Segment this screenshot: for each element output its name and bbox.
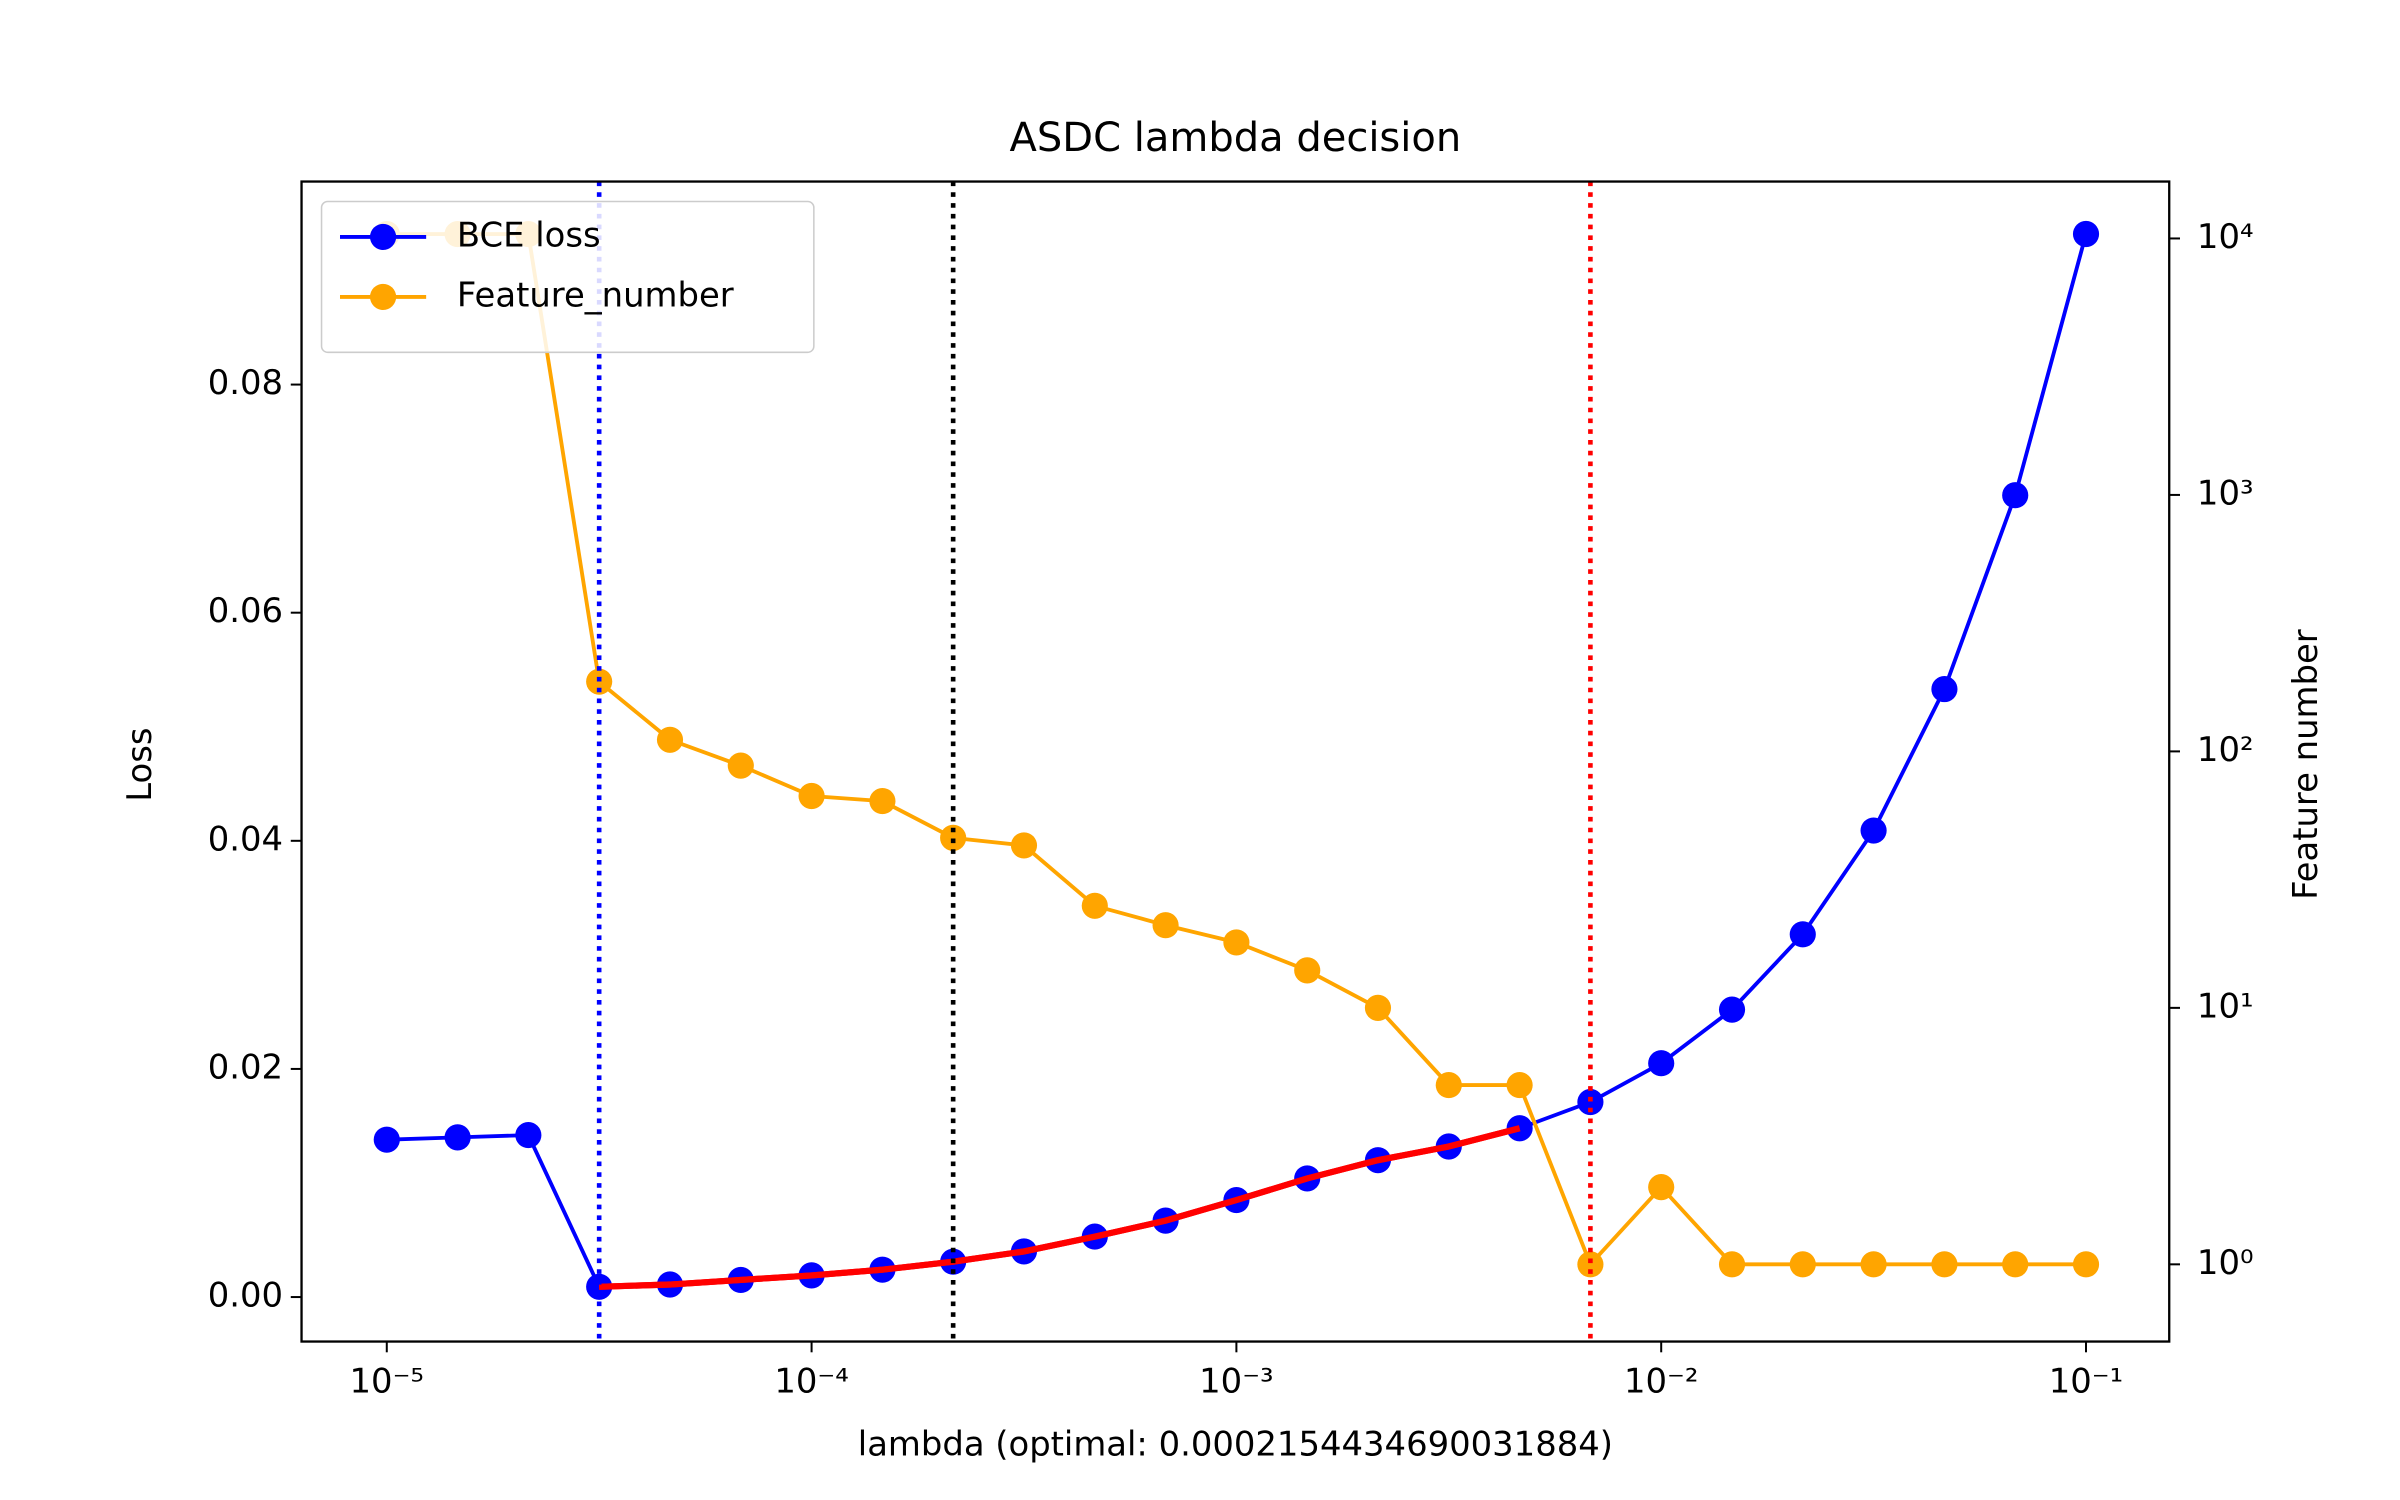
- y2-tick-label: 10⁰: [2197, 1243, 2254, 1282]
- data-point: [1506, 1071, 1533, 1099]
- data-point: [1152, 912, 1179, 939]
- chart-title: ASDC lambda decision: [1010, 115, 1462, 161]
- legend-box: [320, 200, 815, 354]
- data-point: [2072, 1251, 2100, 1278]
- y-axis-label: Loss: [120, 728, 159, 802]
- data-point: [1648, 1050, 1675, 1077]
- data-point: [1718, 996, 1746, 1023]
- plot-frame: [300, 180, 2171, 1343]
- legend-label: Feature_number: [457, 275, 734, 314]
- data-point: [798, 782, 825, 810]
- x-tick-label: 10⁻²: [1624, 1362, 1698, 1401]
- legend-marker: [370, 283, 397, 310]
- x-tick-label: 10⁻¹: [2049, 1362, 2123, 1401]
- data-point: [1081, 892, 1108, 919]
- data-point: [2002, 482, 2029, 509]
- data-point: [1364, 994, 1392, 1021]
- y2-axis-label: Feature number: [2286, 629, 2325, 900]
- data-point: [869, 788, 896, 815]
- data-point: [586, 668, 613, 695]
- x-tick-label: 10⁻⁴: [774, 1362, 848, 1401]
- data-point: [1860, 817, 1887, 844]
- data-point: [515, 1122, 542, 1149]
- data-point: [1506, 1115, 1533, 1142]
- y2-tick-label: 10¹: [2197, 986, 2254, 1025]
- data-point: [1718, 1251, 1746, 1278]
- data-point: [727, 752, 754, 779]
- x-tick-label: 10⁻⁵: [350, 1362, 424, 1401]
- data-point: [1789, 1251, 1816, 1278]
- data-point: [2002, 1251, 2029, 1278]
- y2-tick-label: 10⁴: [2197, 217, 2254, 256]
- data-point: [940, 824, 967, 851]
- data-point: [1435, 1071, 1462, 1099]
- series-line: [386, 233, 2088, 1289]
- data-point: [2072, 220, 2100, 248]
- data-point: [373, 1126, 400, 1153]
- data-point: [1931, 1251, 1958, 1278]
- y-tick-label: 0.04: [208, 819, 283, 858]
- data-point: [1577, 1088, 1604, 1116]
- y-tick-label: 0.00: [208, 1276, 283, 1315]
- data-point: [1931, 676, 1958, 703]
- series-line: [599, 1125, 1521, 1290]
- data-point: [444, 1124, 471, 1151]
- data-point: [1294, 957, 1321, 984]
- legend-marker: [370, 223, 397, 250]
- data-point: [656, 726, 684, 753]
- x-tick-label: 10⁻³: [1199, 1362, 1273, 1401]
- y2-tick-label: 10²: [2197, 730, 2254, 769]
- data-point: [1789, 921, 1816, 948]
- series-line: [386, 232, 2087, 1268]
- data-point: [1577, 1251, 1604, 1278]
- legend-label: BCE loss: [457, 215, 601, 254]
- data-point: [1010, 832, 1038, 859]
- y2-tick-label: 10³: [2197, 473, 2254, 512]
- y-tick-label: 0.02: [208, 1047, 283, 1086]
- x-axis-label: lambda (optimal: 0.0002154434690031884): [858, 1425, 1613, 1464]
- y-tick-label: 0.08: [208, 363, 283, 402]
- data-point: [1223, 929, 1250, 956]
- y-tick-label: 0.06: [208, 591, 283, 630]
- data-point: [1860, 1251, 1887, 1278]
- data-point: [1648, 1174, 1675, 1201]
